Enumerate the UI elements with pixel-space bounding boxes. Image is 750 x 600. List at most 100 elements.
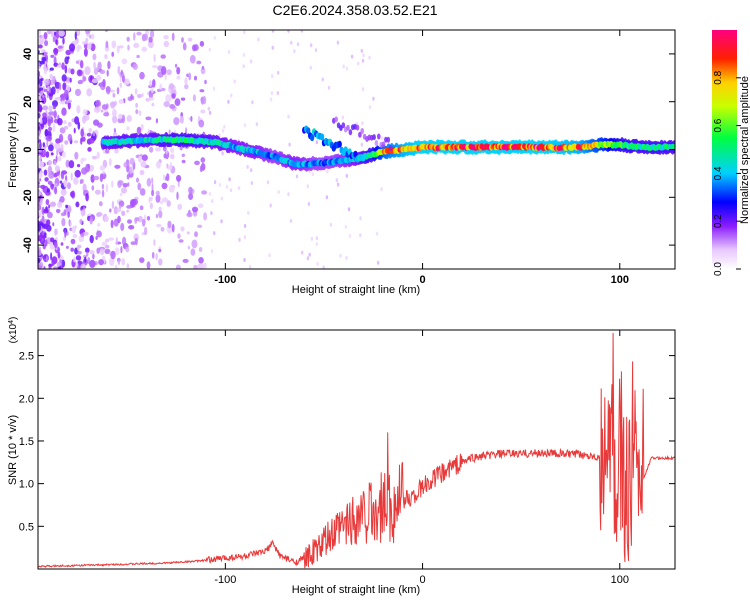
noise-speckle bbox=[83, 48, 88, 57]
noise-speckle bbox=[63, 125, 69, 130]
noise-speckle bbox=[39, 115, 43, 124]
snr-xlabel: Height of straight line (km) bbox=[292, 584, 420, 596]
noise-speckle bbox=[43, 32, 48, 40]
y-tick-label: 0.5 bbox=[19, 521, 34, 533]
noise-speckle bbox=[112, 93, 116, 98]
noise-speckle bbox=[96, 151, 100, 159]
y-tick-label: 40 bbox=[22, 48, 34, 60]
noise-speckle bbox=[109, 208, 112, 213]
noise-speckle bbox=[39, 170, 42, 179]
noise-speckle bbox=[57, 45, 63, 49]
noise-speckle bbox=[151, 102, 155, 107]
noise-speckle bbox=[362, 53, 365, 58]
noise-speckle bbox=[75, 255, 82, 261]
noise-speckle bbox=[61, 151, 66, 158]
noise-speckle bbox=[52, 222, 55, 227]
noise-speckle bbox=[181, 37, 184, 43]
noise-speckle bbox=[242, 64, 245, 69]
noise-speckle bbox=[80, 128, 84, 138]
noise-speckle bbox=[149, 196, 153, 201]
noise-speckle bbox=[248, 264, 252, 269]
noise-speckle bbox=[149, 146, 154, 153]
noise-speckle bbox=[104, 53, 108, 60]
noise-speckle bbox=[111, 200, 115, 210]
noise-speckle bbox=[105, 30, 108, 33]
noise-speckle bbox=[134, 88, 138, 95]
noise-speckle bbox=[77, 265, 81, 269]
noise-speckle bbox=[42, 112, 47, 118]
noise-speckle bbox=[38, 184, 41, 188]
noise-speckle bbox=[64, 64, 68, 74]
noise-speckle bbox=[93, 119, 100, 126]
noise-speckle bbox=[335, 178, 338, 183]
noise-speckle bbox=[63, 179, 68, 188]
noise-speckle bbox=[51, 259, 55, 266]
noise-speckle bbox=[155, 118, 158, 124]
noise-speckle bbox=[120, 222, 125, 231]
noise-speckle bbox=[271, 45, 274, 50]
noise-speckle bbox=[73, 140, 79, 144]
noise-speckle bbox=[277, 70, 280, 75]
noise-speckle bbox=[45, 115, 52, 120]
noise-speckle bbox=[149, 80, 152, 87]
noise-speckle bbox=[95, 236, 98, 240]
noise-speckle bbox=[67, 133, 73, 142]
noise-speckle bbox=[181, 153, 185, 157]
noise-speckle bbox=[96, 212, 101, 217]
noise-speckle bbox=[38, 191, 41, 197]
noise-speckle bbox=[225, 184, 229, 189]
noise-speckle bbox=[287, 30, 290, 33]
noise-speckle bbox=[237, 186, 241, 191]
noise-speckle bbox=[182, 258, 189, 263]
colorbar-tick-label: 0.2 bbox=[713, 214, 724, 228]
noise-speckle bbox=[250, 168, 253, 173]
noise-speckle bbox=[197, 224, 203, 228]
noise-speckle bbox=[112, 115, 118, 124]
noise-speckle bbox=[111, 51, 114, 57]
noise-speckle bbox=[329, 222, 333, 227]
noise-speckle bbox=[44, 239, 48, 247]
noise-speckle bbox=[74, 151, 79, 160]
noise-speckle bbox=[200, 96, 204, 105]
noise-speckle bbox=[106, 111, 109, 116]
noise-speckle bbox=[45, 151, 50, 158]
noise-speckle bbox=[166, 163, 169, 168]
noise-speckle bbox=[90, 174, 95, 183]
noise-speckle bbox=[204, 79, 207, 85]
noise-speckle bbox=[200, 109, 206, 114]
noise-speckle bbox=[243, 235, 247, 240]
noise-speckle bbox=[42, 254, 49, 263]
noise-speckle bbox=[158, 258, 163, 266]
noise-speckle bbox=[269, 203, 272, 208]
noise-speckle bbox=[61, 107, 67, 116]
noise-speckle bbox=[160, 226, 165, 232]
noise-speckle bbox=[188, 192, 194, 200]
noise-speckle bbox=[133, 42, 140, 49]
noise-speckle bbox=[63, 120, 67, 125]
noise-speckle bbox=[116, 87, 120, 95]
noise-speckle bbox=[359, 216, 362, 221]
noise-speckle bbox=[203, 262, 207, 269]
noise-speckle bbox=[55, 30, 60, 39]
noise-speckle bbox=[255, 122, 259, 127]
snr-ylabel: SNR (10 * v/v) bbox=[7, 415, 19, 485]
snr-multiplier: (x104) bbox=[8, 317, 20, 344]
snr-plot bbox=[38, 332, 675, 569]
noise-speckle bbox=[146, 261, 151, 269]
noise-speckle bbox=[97, 64, 100, 72]
noise-speckle bbox=[309, 65, 312, 70]
noise-speckle bbox=[119, 192, 123, 197]
noise-speckle bbox=[68, 43, 76, 52]
noise-speckle bbox=[93, 175, 100, 181]
noise-speckle bbox=[137, 215, 143, 223]
noise-speckle bbox=[162, 197, 168, 203]
noise-speckle bbox=[55, 208, 61, 214]
noise-speckle bbox=[207, 106, 210, 111]
noise-speckle bbox=[91, 78, 99, 84]
noise-speckle bbox=[135, 109, 139, 115]
noise-speckle bbox=[77, 164, 81, 168]
noise-speckle bbox=[211, 199, 214, 203]
noise-speckle bbox=[99, 69, 106, 74]
branch-blob bbox=[361, 154, 366, 162]
noise-speckle bbox=[89, 216, 93, 225]
